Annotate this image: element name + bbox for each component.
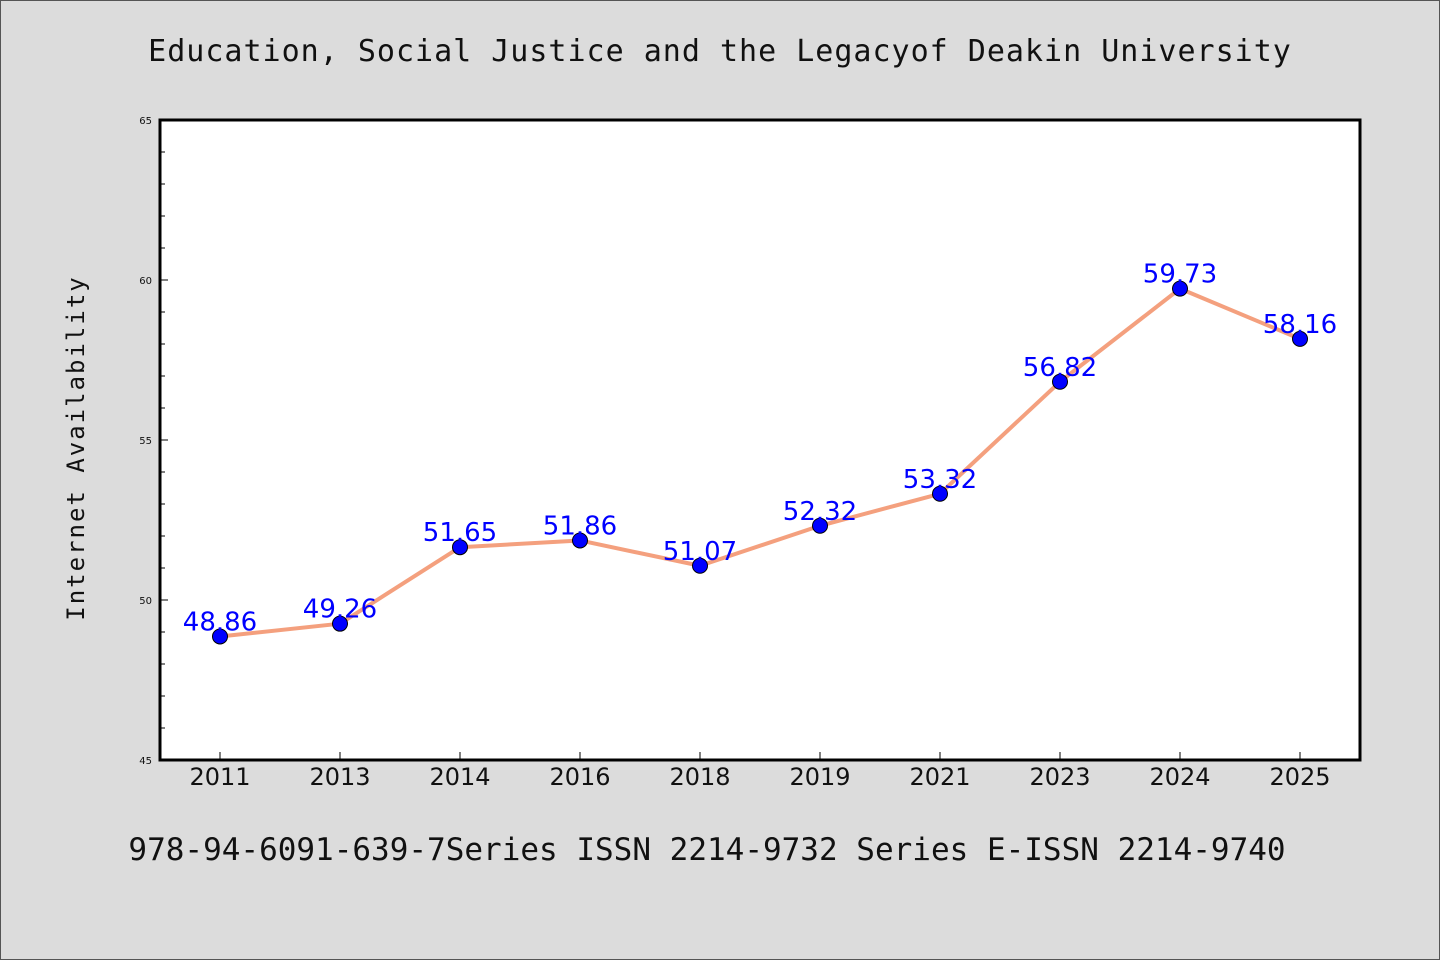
y-tick-label: 55 [139,436,152,447]
x-tick-label: 2025 [1269,763,1330,791]
x-tick-label: 2019 [789,763,850,791]
x-tick-label: 2013 [309,763,370,791]
y-tick-label: 60 [139,276,152,287]
data-label: 58.16 [1263,310,1337,340]
data-point [1052,373,1068,390]
data-point [1172,280,1188,297]
data-point [812,517,828,534]
x-tick-label: 2011 [189,763,250,791]
data-label: 53.32 [903,465,977,495]
series-line [218,286,1302,639]
data-label: 48.86 [183,607,257,637]
data-point [212,628,228,645]
data-point [1292,330,1308,347]
x-tick-label: 2024 [1149,763,1210,791]
data-label: 51.65 [423,518,497,548]
x-axis: 2011 2013 2014 2016 2018 2019 2021 2023 2024 2025 [189,752,1331,791]
data-label: 49.26 [303,595,377,625]
y-axis: 45 50 55 60 65 [139,116,168,767]
chart-title: Education, Social Justice and the Legacy… [148,34,1292,69]
plot-area [158,118,1362,762]
x-tick-label: 2014 [429,763,490,791]
y-tick-label: 50 [139,596,152,607]
data-label: 51.07 [663,537,737,567]
data-point [332,615,348,632]
data-label: 51.86 [543,511,617,541]
x-tick-label: 2021 [909,763,970,791]
data-label: 59.73 [1143,260,1217,290]
x-tick-label: 2018 [669,763,730,791]
data-label: 52.32 [783,497,857,527]
footer-text: 978-94-6091-639-7Series ISSN 2214-9732 S… [128,832,1286,868]
y-tick-label: 65 [139,116,152,127]
data-point [692,557,708,574]
data-point [452,539,468,556]
series-group: 48.86 49.26 51.65 51.86 51.07 52.32 53.32 56.82… [183,260,1337,645]
data-point [572,532,588,549]
data-label: 56.82 [1023,353,1097,383]
y-tick-label: 45 [139,756,152,767]
x-tick-label: 2016 [549,763,610,791]
data-point [932,485,948,502]
x-tick-label: 2023 [1029,763,1090,791]
